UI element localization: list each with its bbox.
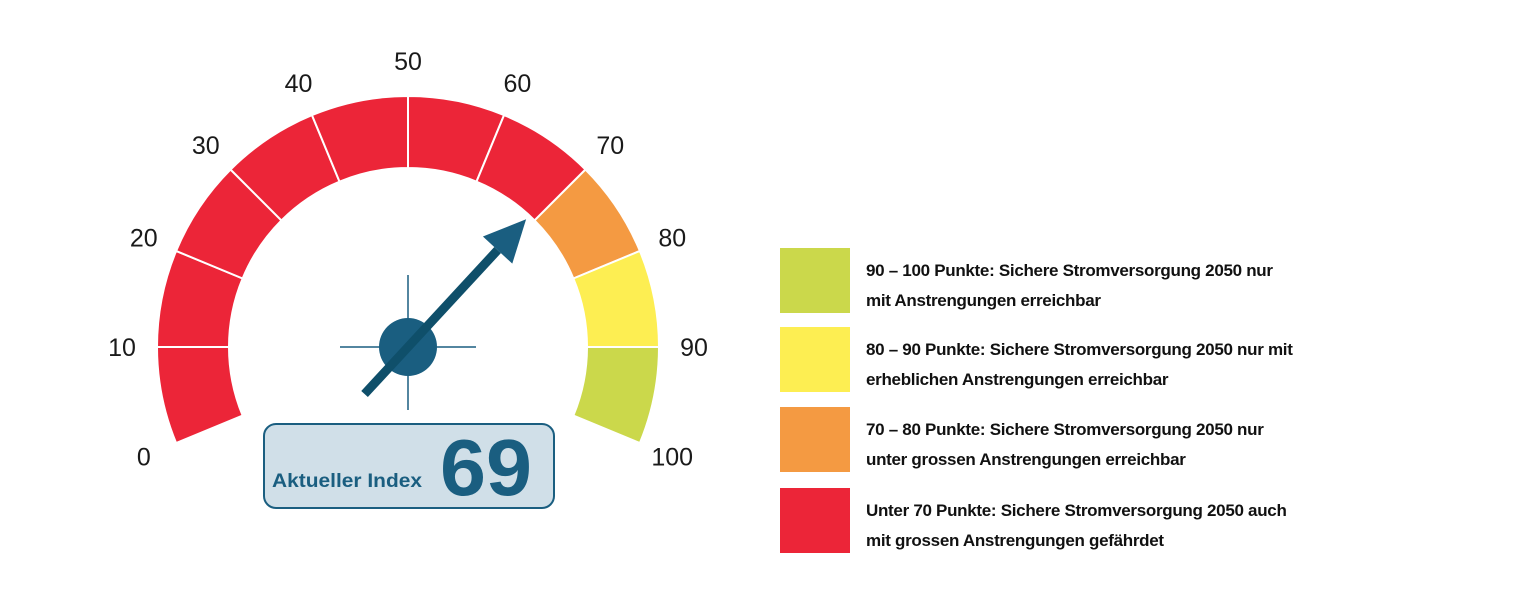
legend-item-under-70: Unter 70 Punkte: Sichere Stromversorgung… [780,488,1420,554]
index-box: Aktueller Index 69 [263,423,555,512]
legend-text: Unter 70 Punkte: Sichere Stromversorgung… [866,501,1287,550]
index-label: Aktueller Index [272,471,422,492]
tick-label-100: 100 [651,443,693,471]
tick-label-50: 50 [394,48,422,76]
legend-text: 70 – 80 Punkte: Sichere Stromversorgung … [866,420,1264,469]
tick-label-40: 40 [285,70,313,98]
tick-label-30: 30 [192,132,220,160]
legend-item-80-90: 80 – 90 Punkte: Sichere Stromversorgung … [780,327,1420,393]
tick-label-90: 90 [680,334,708,362]
needle-arrowhead [482,219,527,264]
legend-swatch [780,248,850,313]
tick-label-70: 70 [596,132,624,160]
needle-shaft [361,247,501,398]
legend-text: 90 – 100 Punkte: Sichere Stromversorgung… [866,261,1273,310]
legend-item-90-100: 90 – 100 Punkte: Sichere Stromversorgung… [780,248,1420,314]
tick-label-20: 20 [130,225,158,253]
tick-label-0: 0 [137,443,151,471]
legend-swatch [780,327,850,392]
tick-label-10: 10 [108,334,136,362]
legend-item-70-80: 70 – 80 Punkte: Sichere Stromversorgung … [780,407,1420,473]
gauge-segment-0-10 [155,346,244,445]
legend-swatch [780,407,850,472]
tick-label-80: 80 [658,225,686,253]
gauge-chart: 0 10 20 30 40 50 60 70 80 90 100 Aktueller Index 6… [108,48,708,512]
legend-swatch [780,488,850,553]
legend-text: 80 – 90 Punkte: Sichere Stromversorgung … [866,340,1293,389]
needle [361,219,527,398]
gauge-segment-90-100 [572,346,661,445]
index-value: 69 [440,423,532,512]
tick-label-60: 60 [504,70,532,98]
